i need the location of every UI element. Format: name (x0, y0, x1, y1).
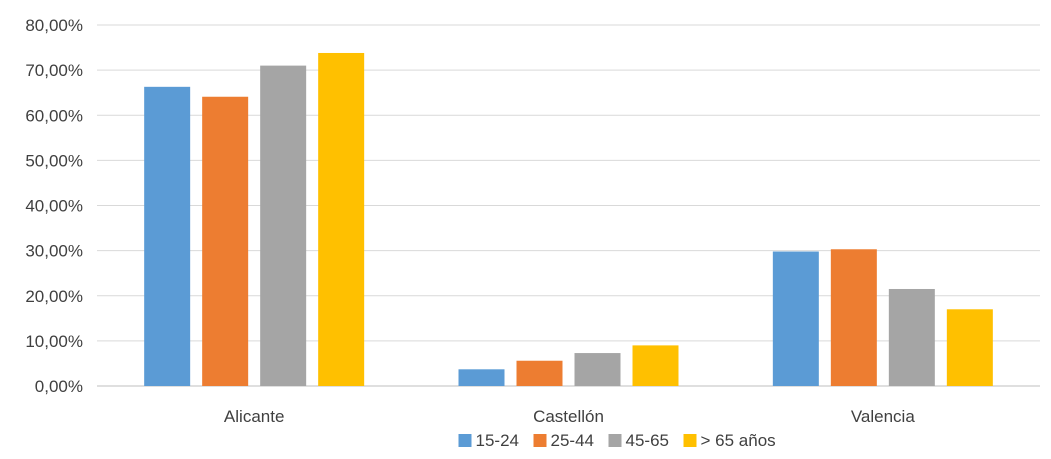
y-tick-label: 40,00% (25, 197, 83, 216)
y-tick-label: 30,00% (25, 242, 83, 261)
y-tick-label: 50,00% (25, 151, 83, 170)
bar (574, 353, 621, 386)
x-category-label: Valencia (851, 407, 915, 426)
bar (458, 369, 505, 386)
legend-label: 25-44 (551, 431, 594, 450)
x-category-label: Alicante (224, 407, 284, 426)
bar (888, 288, 935, 386)
legend-label: 45-65 (626, 431, 669, 450)
bar (260, 65, 307, 387)
bar (516, 360, 563, 386)
y-tick-label: 0,00% (35, 377, 83, 396)
bar (830, 249, 877, 386)
y-tick-label: 20,00% (25, 287, 83, 306)
y-tick-label: 70,00% (25, 61, 83, 80)
x-category-label: Castellón (533, 407, 604, 426)
bar (202, 96, 249, 386)
legend-swatch (458, 434, 472, 447)
bar (946, 309, 993, 386)
bar (318, 52, 365, 386)
bar (632, 345, 679, 386)
y-tick-label: 10,00% (25, 332, 83, 351)
y-tick-label: 80,00% (25, 16, 83, 35)
legend-swatch (683, 434, 697, 447)
legend-swatch (608, 434, 622, 447)
y-tick-label: 60,00% (25, 106, 83, 125)
legend-label: > 65 años (701, 431, 776, 450)
legend-swatch (533, 434, 547, 447)
legend-label: 15-24 (476, 431, 519, 450)
bar (144, 86, 191, 386)
bar (772, 251, 819, 386)
